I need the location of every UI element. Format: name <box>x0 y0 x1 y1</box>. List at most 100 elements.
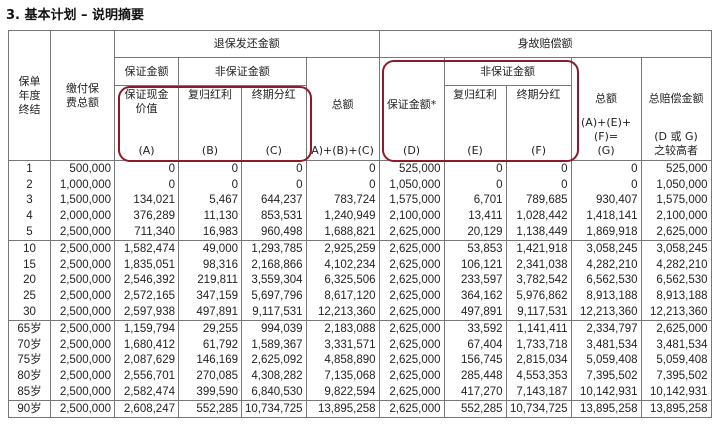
cell-value: 2,925,259 <box>305 239 380 257</box>
cell-value: 5,059,408 <box>570 352 642 369</box>
cell-value: 7,135,068 <box>305 368 380 385</box>
table-row: 80岁 2,500,000 2,556,701 270,085 4,308,282 7,1… <box>8 368 712 385</box>
cell-value: 5,976,862 <box>505 288 572 305</box>
cell-value: 13,895,258 <box>640 399 712 418</box>
cell-value: 2,546,392 <box>114 272 179 289</box>
table-row: 65岁 2,500,000 1,159,794 29,255 994,039 2,183,… <box>8 319 712 337</box>
cell-year: 2 <box>8 176 51 193</box>
cell-value: 2,625,000 <box>378 239 445 257</box>
cell-value: 2,500,000 <box>50 368 115 385</box>
label: (A)+(E)+(F)= <box>581 116 632 143</box>
cell-value: 0 <box>443 176 507 193</box>
cell-value: 2,608,247 <box>114 399 179 418</box>
cell-value: 67,404 <box>443 336 507 353</box>
cell-value: 2,500,000 <box>50 319 115 337</box>
cell-value: 2,500,000 <box>50 399 115 418</box>
cell-value: 13,895,258 <box>570 399 642 418</box>
cell-value: 2,334,797 <box>570 319 642 337</box>
cell-value: 3,481,534 <box>640 336 712 353</box>
cell-value: 2,625,000 <box>378 319 445 337</box>
cell-value: 2,625,092 <box>241 352 307 369</box>
cell-year: 90岁 <box>8 399 51 418</box>
cell-year: 15 <box>8 256 51 273</box>
label: 保证金额* <box>386 98 437 111</box>
cell-value: 10,734,725 <box>505 399 572 418</box>
label: (E) <box>467 144 483 157</box>
header-total-death-benefit: 总赔偿金额 (D 或 G) 之较高者 <box>640 57 712 161</box>
cell-year: 85岁 <box>8 384 51 401</box>
cell-value: 497,891 <box>178 304 242 321</box>
table-row: 4 2,000,000 376,289 11,130 853,531 1,240,949 2… <box>8 208 712 225</box>
header-guaranteed: 保证金额 <box>114 57 179 86</box>
label: 复归红利 <box>188 88 232 101</box>
cell-value: 525,000 <box>640 160 712 177</box>
cell-value: 1,418,141 <box>570 208 642 225</box>
cell-value: 0 <box>114 176 179 193</box>
cell-value: 1,028,442 <box>505 208 572 225</box>
cell-value: 0 <box>570 176 642 193</box>
cell-value: 16,983 <box>178 224 242 241</box>
header-reversionary-bonus-death: 复归红利 (E) <box>443 85 507 161</box>
label: 总赔偿金额 <box>648 92 704 105</box>
label: (D 或 G) <box>654 130 698 143</box>
cell-value: 4,308,282 <box>241 368 307 385</box>
cell-value: 2,556,701 <box>114 368 179 385</box>
cell-value: 2,500,000 <box>50 304 115 321</box>
cell-value: 2,500,000 <box>50 384 115 401</box>
cell-value: 5,467 <box>178 192 242 209</box>
cell-value: 12,213,360 <box>640 304 712 321</box>
cell-value: 10,142,931 <box>640 384 712 401</box>
cell-value: 2,572,165 <box>114 288 179 305</box>
cell-value: 3,331,571 <box>305 336 380 353</box>
cell-value: 0 <box>178 160 242 177</box>
cell-value: 1,589,367 <box>241 336 307 353</box>
cell-year: 10 <box>8 239 51 257</box>
cell-value: 2,168,866 <box>241 256 307 273</box>
cell-value: 2,625,000 <box>640 224 712 241</box>
header-premium: 缴付保费总额 <box>50 30 115 161</box>
cell-value: 4,282,210 <box>640 256 712 273</box>
cell-value: 930,407 <box>570 192 642 209</box>
cell-value: 270,085 <box>178 368 242 385</box>
label: 终期分红 <box>251 88 296 101</box>
cell-value: 20,129 <box>443 224 507 241</box>
cell-value: 644,237 <box>241 192 307 209</box>
header-death: 身故赔偿额 <box>378 30 712 58</box>
table-row: 5 2,500,000 711,340 16,983 960,498 1,688,821 2… <box>8 224 712 241</box>
cell-value: 1,141,411 <box>505 319 572 337</box>
table-row: 90岁 2,500,000 2,608,247 552,285 10,734,725 13… <box>8 399 712 418</box>
table-row: 20 2,500,000 2,546,392 219,811 3,559,304 6,32… <box>8 272 712 289</box>
cell-value: 3,782,542 <box>505 272 572 289</box>
cell-value: 960,498 <box>241 224 307 241</box>
label: A)+(B)+(C) <box>311 144 374 157</box>
cell-value: 0 <box>570 160 642 177</box>
cell-value: 1,869,918 <box>570 224 642 241</box>
cell-value: 2,341,038 <box>505 256 572 273</box>
cell-value: 2,815,034 <box>505 352 572 369</box>
header-non-guaranteed-death: 非保证金额 <box>443 57 572 86</box>
cell-value: 0 <box>241 160 307 177</box>
table-row: 30 2,500,000 2,597,938 497,891 9,117,531 12,2… <box>8 304 712 321</box>
cell-value: 9,822,594 <box>305 384 380 401</box>
cell-value: 2,625,000 <box>378 272 445 289</box>
cell-value: 2,625,000 <box>640 319 712 337</box>
cell-value: 3,058,245 <box>570 239 642 257</box>
cell-value: 1,688,821 <box>305 224 380 241</box>
cell-value: 2,625,000 <box>378 224 445 241</box>
table-row: 75岁 2,500,000 2,087,629 146,169 2,625,092 4,8… <box>8 352 712 369</box>
cell-value: 12,213,360 <box>305 304 380 321</box>
cell-value: 146,169 <box>178 352 242 369</box>
table-body: 1 500,000 0 0 0 0 525,000 0 0 0 525,000 2 1,000,000 0… <box>8 160 712 418</box>
header-total-surrender: 总额 A)+(B)+(C) <box>305 57 380 161</box>
cell-year: 4 <box>8 208 51 225</box>
cell-value: 552,285 <box>443 399 507 418</box>
cell-value: 49,000 <box>178 239 242 257</box>
cell-value: 4,858,890 <box>305 352 380 369</box>
cell-value: 0 <box>505 176 572 193</box>
header-non-guaranteed: 非保证金额 <box>178 57 307 86</box>
cell-value: 6,562,530 <box>640 272 712 289</box>
header-terminal-dividend: 终期分红 (C) <box>241 85 307 161</box>
cell-value: 2,625,000 <box>378 288 445 305</box>
cell-value: 2,100,000 <box>640 208 712 225</box>
cell-year: 5 <box>8 224 51 241</box>
